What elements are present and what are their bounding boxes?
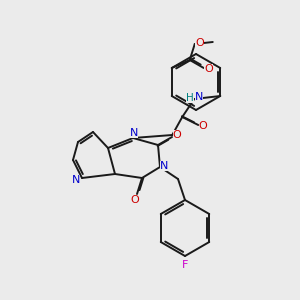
Text: N: N (195, 92, 203, 102)
Text: N: N (72, 175, 80, 185)
Text: O: O (195, 38, 204, 48)
Text: O: O (172, 130, 182, 140)
Text: N: N (160, 161, 168, 171)
Text: O: O (199, 121, 208, 131)
Text: H: H (186, 93, 194, 103)
Text: O: O (204, 64, 213, 74)
Text: F: F (182, 260, 188, 270)
Text: O: O (130, 195, 140, 205)
Text: N: N (130, 128, 138, 138)
